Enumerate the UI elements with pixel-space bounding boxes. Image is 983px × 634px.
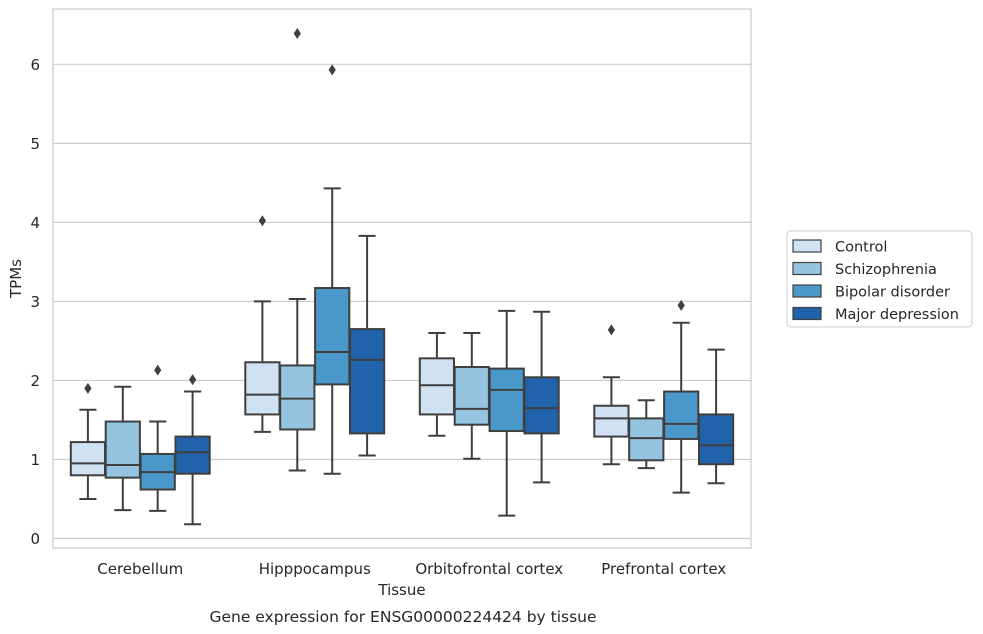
y-tick-label: 3 [30,293,40,311]
box [523,310,560,484]
legend-frame [786,230,973,328]
x-tick-label: Orbitofrontal cortex [415,560,563,578]
legend-swatch [792,306,822,321]
box [104,385,141,512]
y-tick-label: 2 [30,372,40,390]
outlier-point [258,215,266,227]
legend-label: Schizophrenia [835,262,937,278]
x-axis-label: Tissue [377,581,425,599]
box [453,332,490,460]
box-body [523,376,560,435]
box-body [418,357,456,416]
box [628,399,665,470]
box [139,364,176,512]
box-body [348,328,386,435]
outlier-point [607,324,615,336]
box-body [488,367,525,433]
legend-swatch [792,261,822,276]
series-control [69,215,630,500]
legend-swatch [792,239,822,253]
box [488,309,525,517]
x-axis-ticks: Cerebellum Hipppocampus Orbitofrontal cort… [97,560,726,578]
legend-swatch [792,284,822,298]
box-body [104,420,141,479]
legend-item: Bipolar disorder [792,284,950,301]
box-body [314,286,351,386]
outlier-point [84,382,92,394]
plot-frame [52,8,752,549]
box [174,374,211,526]
box [697,348,735,485]
legend: Control Schizophrenia Bipolar disorder Majo… [786,230,973,328]
box-series [69,28,735,526]
box [244,215,281,433]
box-body [279,364,316,431]
outlier-point [189,374,197,386]
x-tick-label: Prefrontal cortex [601,560,726,578]
box-body [593,404,630,438]
x-tick-label: Cerebellum [97,560,183,578]
box [418,332,456,437]
box-body [69,441,107,477]
y-tick-label: 4 [30,214,40,232]
box-body [244,361,281,416]
series-bipolar-disorder [139,64,700,517]
y-tick-label: 1 [30,451,40,469]
box [279,28,316,472]
box-body [453,366,490,426]
box [348,234,386,457]
legend-item: Major depression [792,306,959,323]
box [314,64,351,475]
y-tick-label: 6 [30,56,40,74]
legend-label: Bipolar disorder [835,285,950,301]
legend-item: Schizophrenia [792,261,937,278]
box [593,324,630,466]
outlier-point [328,64,336,76]
outlier-point [677,299,685,311]
y-tick-label: 0 [30,530,40,548]
box [663,299,700,494]
outlier-point [293,28,301,39]
box-body [697,413,735,466]
box-body [663,390,700,440]
chart-caption: Gene expression for ENSG00000224424 by t… [209,608,596,626]
legend-label: Control [835,240,887,256]
y-axis-ticks: 0 1 2 3 4 5 6 [30,56,40,548]
series-major-depression [174,234,735,526]
box-body [174,435,211,475]
legend-label: Major depression [835,307,959,323]
y-axis-label: TPMs [7,259,25,299]
x-tick-label: Hipppocampus [259,560,371,578]
legend-item: Control [792,239,887,256]
box-body [628,417,665,462]
y-tick-label: 5 [30,135,40,153]
box [69,382,107,500]
outlier-point [154,364,162,376]
